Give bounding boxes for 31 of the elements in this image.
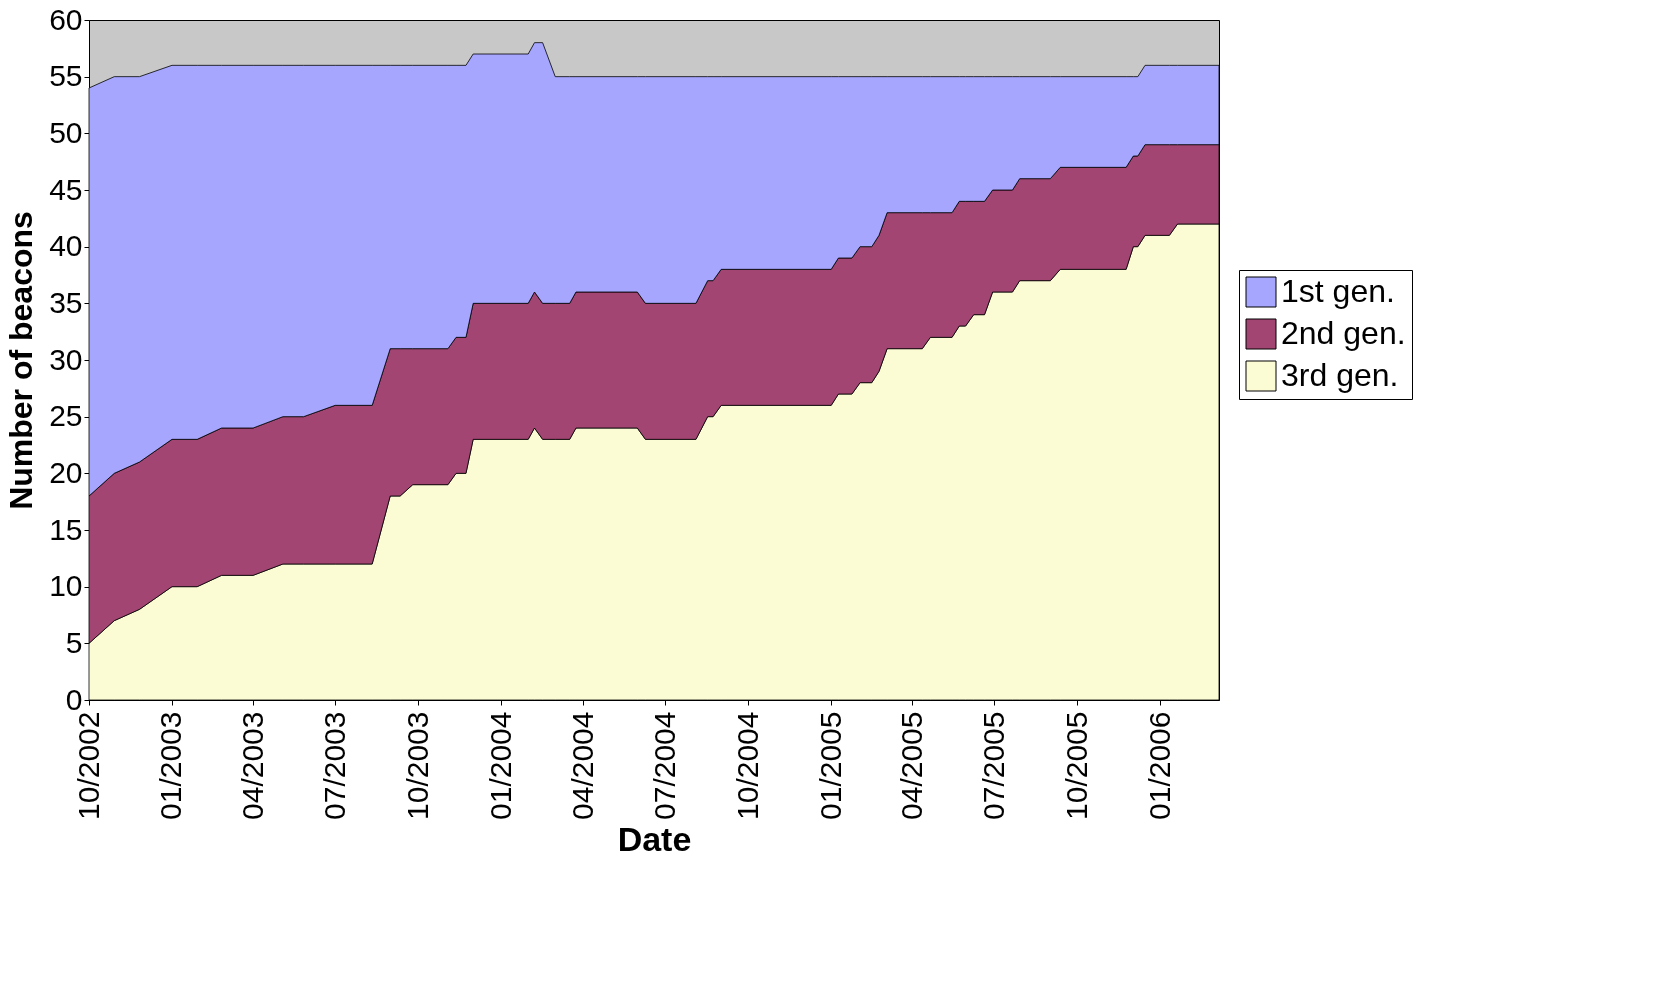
y-tick-label: 5 bbox=[65, 625, 83, 659]
x-axis-title: Date bbox=[617, 819, 692, 858]
x-tick-label: 01/2005 bbox=[813, 711, 847, 820]
x-tick-label: 04/2003 bbox=[235, 711, 269, 820]
y-tick-label: 55 bbox=[49, 59, 83, 93]
x-tick-label: 01/2003 bbox=[154, 711, 188, 820]
x-tick-label: 07/2003 bbox=[317, 711, 351, 820]
x-tick-label: 07/2005 bbox=[976, 711, 1010, 820]
x-tick-label: 10/2004 bbox=[730, 711, 764, 820]
x-tick-label: 07/2004 bbox=[647, 711, 681, 820]
y-tick-label: 40 bbox=[49, 229, 83, 263]
x-tick-label: 10/2003 bbox=[400, 711, 434, 820]
x-tick-label: 01/2004 bbox=[483, 711, 517, 820]
y-tick-label: 45 bbox=[49, 172, 83, 206]
y-tick-label: 30 bbox=[49, 342, 83, 376]
x-tick-label: 01/2006 bbox=[1142, 711, 1176, 820]
y-tick-label: 15 bbox=[49, 512, 83, 546]
y-tick-label: 20 bbox=[49, 455, 83, 489]
x-tick-label: 04/2005 bbox=[894, 711, 928, 820]
y-tick-label: 25 bbox=[49, 399, 83, 433]
x-tick-label: 10/2005 bbox=[1059, 711, 1093, 820]
legend-label: 1st gen. bbox=[1281, 273, 1395, 309]
x-tick-label: 10/2002 bbox=[71, 711, 105, 820]
legend-label: 2nd gen. bbox=[1281, 315, 1406, 351]
x-tick-label: 04/2004 bbox=[565, 711, 599, 820]
legend-label: 3rd gen. bbox=[1281, 357, 1399, 393]
y-axis-title: Number of beacons bbox=[3, 211, 40, 510]
y-tick-label: 10 bbox=[49, 569, 83, 603]
y-tick-label: 50 bbox=[49, 115, 83, 149]
y-tick-label: 35 bbox=[49, 285, 83, 319]
y-tick-label: 60 bbox=[49, 2, 83, 36]
